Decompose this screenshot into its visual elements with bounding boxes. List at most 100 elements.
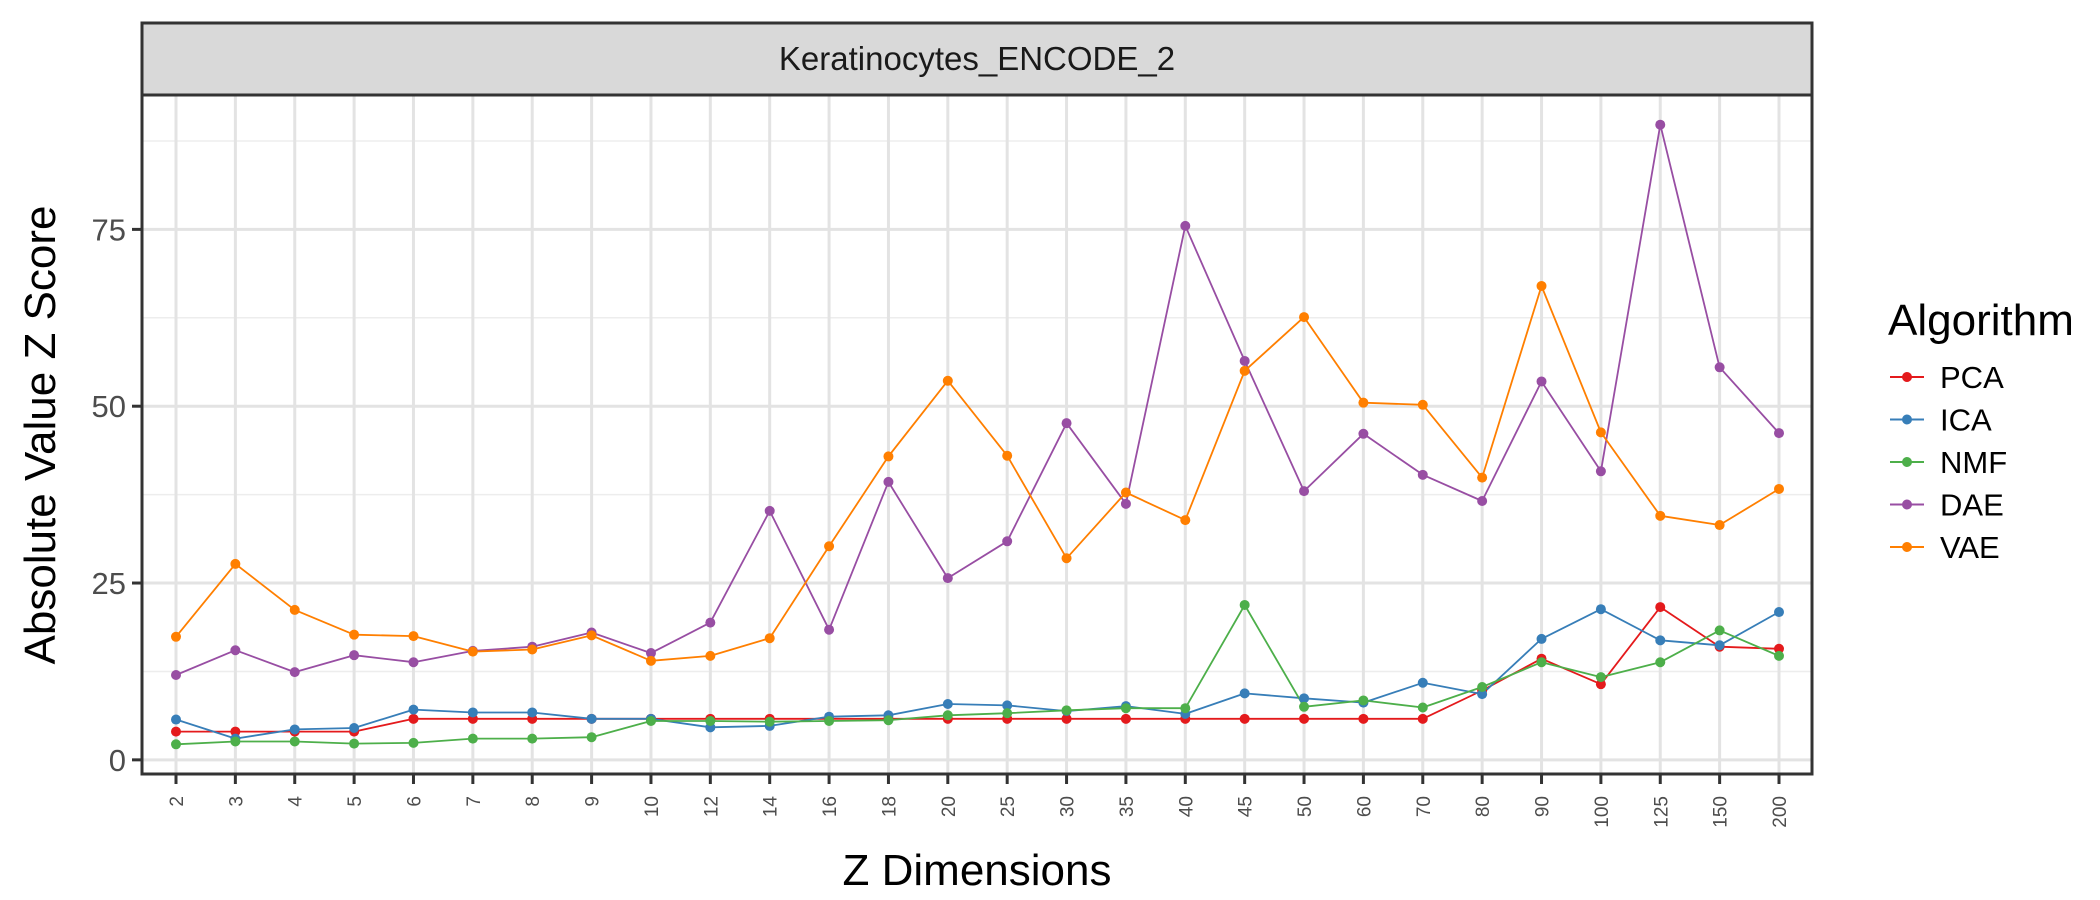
data-point-nmf <box>942 710 953 721</box>
data-point-dae <box>705 617 716 628</box>
data-point-ica <box>1536 633 1547 644</box>
data-point-vae <box>527 644 538 655</box>
x-tick-label: 30 <box>1058 796 1079 817</box>
data-point-dae <box>1595 466 1606 477</box>
data-point-pca <box>1595 679 1606 690</box>
data-point-nmf <box>586 732 597 743</box>
data-point-nmf <box>1120 703 1131 714</box>
data-point-dae <box>883 476 894 487</box>
data-point-pca <box>1061 713 1072 724</box>
data-point-nmf <box>1061 705 1072 716</box>
data-point-ica <box>1714 640 1725 651</box>
data-point-ica <box>942 698 953 709</box>
data-point-nmf <box>1358 695 1369 706</box>
legend-label: DAE <box>1940 488 2004 523</box>
data-point-vae <box>764 633 775 644</box>
data-point-dae <box>1655 119 1666 130</box>
data-point-nmf <box>1774 650 1784 661</box>
data-point-nmf <box>1595 672 1606 683</box>
grid-minor <box>142 140 1812 673</box>
x-tick-label: 150 <box>1711 796 1732 828</box>
legend: PCA ICA NMF DAE VAE <box>1890 360 2007 565</box>
data-point-pca <box>230 726 241 737</box>
grid-major <box>142 95 1812 774</box>
data-point-vae <box>1536 280 1547 291</box>
data-point-dae <box>1239 355 1250 366</box>
data-point-vae <box>824 541 835 552</box>
x-tick-label: 18 <box>879 796 900 817</box>
data-point-ica <box>586 713 597 724</box>
data-point-ica <box>527 707 538 718</box>
data-point-ica <box>1655 635 1666 646</box>
legend-label: VAE <box>1940 530 2000 565</box>
y-axis: 0 25 50 75 <box>92 212 142 778</box>
data-point-dae <box>1536 376 1547 387</box>
data-point-pca <box>1417 713 1428 724</box>
data-point-dae <box>645 648 656 659</box>
data-point-pca <box>408 713 419 724</box>
data-point-dae <box>1358 428 1369 439</box>
series-points <box>171 119 1784 750</box>
x-tick-label: 14 <box>761 796 782 818</box>
data-point-nmf <box>705 715 716 726</box>
legend-label: PCA <box>1940 360 2004 395</box>
x-tick-label: 10 <box>642 796 663 817</box>
data-point-dae <box>1714 362 1725 373</box>
y-tick-label: 25 <box>92 566 126 601</box>
y-tick-label: 75 <box>92 212 126 247</box>
x-tick-label: 40 <box>1176 796 1197 817</box>
data-point-vae <box>1061 553 1072 564</box>
x-tick-label: 3 <box>226 796 247 807</box>
legend-key-point <box>1902 499 1912 510</box>
x-tick-label: 50 <box>1295 796 1316 817</box>
data-point-vae <box>171 631 181 642</box>
data-point-nmf <box>1299 701 1310 712</box>
x-tick-label: 25 <box>998 796 1019 817</box>
data-point-ica <box>1595 604 1606 615</box>
series-line-dae <box>175 123 1780 676</box>
data-point-dae <box>1002 536 1013 547</box>
x-tick-label: 20 <box>939 796 960 817</box>
data-point-dae <box>824 624 835 635</box>
data-point-nmf <box>883 715 894 726</box>
data-point-vae <box>1002 450 1013 461</box>
data-point-pca <box>1120 713 1131 724</box>
x-tick-label: 12 <box>701 796 722 817</box>
data-point-ica <box>1002 700 1013 711</box>
data-point-dae <box>349 650 360 661</box>
x-tick-label: 80 <box>1473 796 1494 817</box>
legend-key-point <box>1902 414 1912 425</box>
x-tick-label: 8 <box>523 796 544 807</box>
data-point-pca <box>1774 643 1784 654</box>
data-point-pca <box>1358 713 1369 724</box>
legend-title: Algorithm <box>1888 296 2074 345</box>
x-tick-label: 16 <box>820 796 841 817</box>
data-point-ica <box>1774 607 1784 618</box>
data-point-dae <box>289 667 300 678</box>
x-tick-label: 9 <box>583 796 604 807</box>
x-tick-label: 4 <box>286 796 307 807</box>
data-point-vae <box>942 375 953 386</box>
legend-label: NMF <box>1940 445 2007 480</box>
data-point-vae <box>467 646 478 657</box>
data-point-dae <box>1477 495 1488 506</box>
data-point-nmf <box>824 715 835 726</box>
data-point-ica <box>408 704 419 715</box>
x-tick-label: 200 <box>1770 796 1791 828</box>
data-point-ica <box>1417 677 1428 688</box>
x-axis-label: Z Dimensions <box>843 846 1112 895</box>
data-point-vae <box>349 629 360 640</box>
series-line-vae <box>175 285 1780 662</box>
data-point-pca <box>1655 602 1666 613</box>
x-axis: 2 3 4 5 6 7 8 9 10 12 14 16 18 20 25 30 35 40 45 50 60 70 80 90… <box>167 774 1791 828</box>
data-point-nmf <box>230 736 241 747</box>
data-point-vae <box>1774 483 1784 494</box>
data-point-ica <box>1299 693 1310 704</box>
data-point-vae <box>1239 365 1250 376</box>
x-tick-label: 60 <box>1354 796 1375 817</box>
data-point-ica <box>467 707 478 718</box>
data-point-dae <box>1180 220 1191 231</box>
data-point-nmf <box>289 736 300 747</box>
data-point-nmf <box>408 737 419 748</box>
data-point-nmf <box>764 716 775 727</box>
